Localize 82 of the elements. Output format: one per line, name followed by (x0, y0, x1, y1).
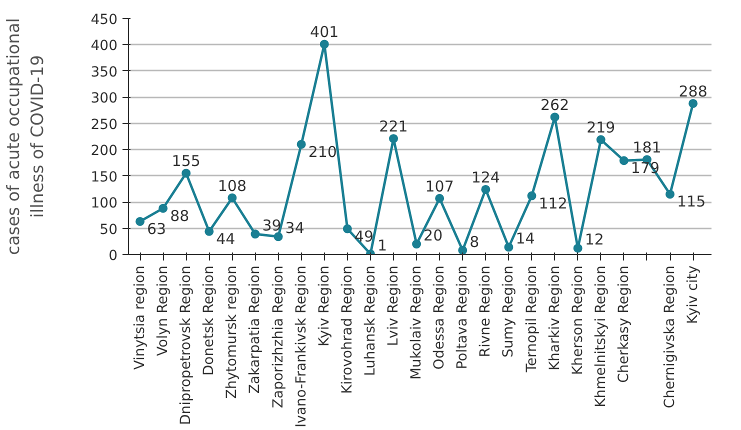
point (550, 112, 560, 122)
data-label: 210 (308, 142, 337, 161)
point (274, 232, 283, 242)
y-tick-label: 450 (90, 12, 118, 28)
x-tick-label: Vinytsia region (132, 266, 148, 370)
data-label: 108 (218, 176, 247, 195)
data-label: 401 (310, 23, 339, 42)
point (481, 184, 490, 194)
point (342, 224, 352, 234)
x-tick-label: Zhytomursk region (224, 265, 240, 399)
point (527, 191, 536, 200)
point (389, 134, 398, 144)
point (136, 216, 145, 226)
data-label: 181 (632, 138, 662, 157)
point (296, 140, 306, 149)
x-tick-label: Kherson Region (570, 265, 586, 376)
y-tick-label: 200 (90, 143, 118, 160)
x-tick-label: Kyiv city (685, 265, 702, 324)
x-tick-label: Ivano-Frankivsk Region (293, 266, 310, 428)
y-tick-label: 250 (90, 116, 118, 133)
y-tick-label: 100 (90, 196, 118, 212)
x-tick-label: Kharkiv Region (546, 265, 563, 371)
point (504, 242, 514, 252)
point (435, 194, 444, 203)
x-tick-label: Dnipropetrovsk Region (178, 265, 194, 426)
y-tick-label: 0 (108, 248, 118, 264)
y-tick-label: 50 (100, 222, 118, 238)
x-tick-label: Rivne Region (478, 266, 494, 358)
y-axis-title: cases of acute occupational illness of COVID-19 (4, 18, 48, 255)
point (412, 240, 422, 249)
point (666, 190, 675, 199)
y-tick-label: 400 (90, 38, 118, 54)
point (158, 204, 168, 213)
data-label: 34 (285, 219, 304, 238)
point (250, 230, 260, 239)
data-label: 1 (377, 236, 388, 254)
data-label: 14 (516, 230, 535, 248)
data-label: 39 (262, 216, 282, 235)
data-label: 115 (677, 192, 706, 211)
point (596, 135, 606, 144)
x-tick-label: Mukolaiv Region (408, 265, 425, 380)
x-tick-label: Ternopil Region (524, 265, 540, 374)
point (688, 98, 698, 108)
data-label: 88 (170, 206, 190, 225)
x-tick-label: Kirovohrad Region (339, 266, 356, 394)
data-label: 20 (424, 226, 443, 245)
x-tick-label: Chernigivska Region (662, 265, 678, 408)
x-tick-label: Donetsk Region (201, 265, 218, 376)
x-tick-label: Sumy Region (500, 265, 517, 358)
data-label: 12 (584, 230, 604, 249)
data-label: 112 (538, 194, 568, 212)
point (573, 244, 582, 253)
data-label: 49 (354, 227, 374, 246)
x-tick-label: Luhansk Region (362, 266, 378, 376)
data-label: 219 (586, 118, 616, 137)
data-label: 221 (379, 118, 408, 136)
x-tick-label: Odessa Region (432, 265, 448, 370)
x-tick-label: Cherkasy Region (616, 265, 632, 383)
x-tick-label: Kyiv Region (316, 266, 332, 346)
data-label: 262 (540, 96, 570, 114)
data-label: 124 (471, 168, 500, 186)
data-label: 63 (147, 220, 166, 238)
point (182, 168, 191, 178)
point (458, 246, 468, 254)
x-tick-label: Zakarpatia Region (247, 265, 264, 394)
x-tick-label: Khmelnitskyi Region (592, 265, 609, 408)
y-tick-label: 350 (90, 64, 118, 80)
data-label: 155 (172, 152, 200, 170)
point (619, 156, 628, 166)
x-tick-label: Lviv Region (386, 265, 402, 346)
point (320, 40, 329, 49)
data-label: 8 (470, 232, 480, 251)
y-tick-label: 300 (90, 90, 118, 107)
point (204, 226, 214, 236)
x-tick-label: Zaporizhzhia Region (270, 265, 286, 408)
data-label: 288 (678, 82, 708, 100)
x-tick-label: Poltava Region (454, 265, 471, 370)
data-label: 44 (216, 230, 236, 248)
data-label: 107 (425, 177, 454, 196)
point (228, 193, 237, 202)
x-tick-label: Volyn Region (155, 265, 172, 356)
y-tick-label: 150 (90, 169, 118, 186)
